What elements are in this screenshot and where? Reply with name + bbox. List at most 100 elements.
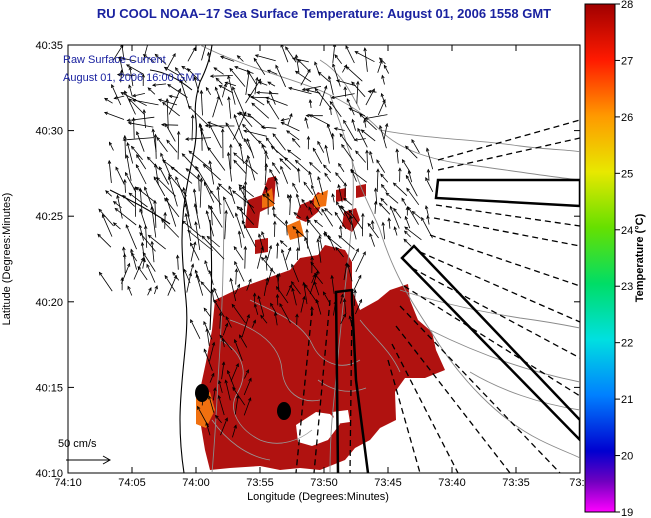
current-vector [292, 183, 299, 193]
current-vector-head [243, 180, 248, 185]
current-vector [309, 162, 321, 173]
current-vector [300, 296, 305, 313]
current-vector-head [184, 212, 188, 218]
current-vector-head [301, 87, 306, 92]
current-vector-head [335, 246, 340, 251]
current-vector-head [193, 203, 198, 208]
colorbar-tick-label: 24 [621, 225, 633, 237]
current-vector [393, 208, 402, 219]
radar-site-marker [277, 402, 291, 420]
current-vector-head [383, 64, 388, 69]
current-vector-head [334, 211, 339, 216]
current-vector-head [349, 215, 353, 220]
current-vector [319, 235, 323, 250]
current-vector [247, 155, 256, 181]
current-vector-head [279, 158, 284, 162]
current-vector-head [280, 45, 284, 48]
current-vector [303, 181, 314, 196]
current-vector [292, 57, 309, 63]
current-vector [147, 87, 156, 95]
current-vector-head [255, 76, 259, 81]
x-axis-label: Longitude (Degrees:Minutes) [247, 491, 389, 503]
current-vector-head [142, 108, 146, 114]
current-vector-head [264, 185, 269, 190]
current-vector [348, 209, 363, 230]
current-vector [331, 275, 335, 294]
current-vector-head [358, 274, 362, 279]
current-vector [317, 141, 325, 153]
current-vector [350, 169, 368, 183]
current-vector [251, 320, 256, 328]
current-vector-head [311, 184, 315, 189]
current-vector-head [197, 405, 201, 410]
current-vector [377, 60, 383, 73]
current-vector-head [248, 377, 252, 382]
current-vector-head [296, 246, 300, 251]
current-vector [118, 57, 136, 62]
current-vector-head [229, 143, 233, 148]
current-vector [239, 111, 253, 128]
current-vector-head [296, 167, 301, 172]
current-vector [209, 160, 215, 185]
current-vector-head [190, 242, 194, 247]
current-vector [142, 258, 145, 269]
current-vector [427, 215, 430, 225]
current-vector [277, 273, 280, 282]
current-vector-head [308, 170, 312, 175]
current-vector-head [229, 277, 233, 282]
current-vector [201, 45, 207, 61]
current-vector [228, 186, 236, 205]
current-vector-head [130, 248, 134, 253]
current-vector-head [120, 39, 123, 42]
current-vector-head [167, 175, 172, 180]
current-vector-head [339, 224, 343, 230]
current-vector-head [150, 205, 154, 211]
colorbar-tick-label: 20 [621, 451, 633, 463]
current-vector [302, 86, 322, 91]
current-vector-head [125, 64, 130, 68]
radar-site-marker [195, 384, 209, 402]
current-vector-head [335, 172, 339, 176]
current-vector [263, 278, 268, 296]
current-vector-head [175, 176, 179, 181]
current-vector-head [274, 176, 278, 181]
current-vector-head [140, 257, 144, 262]
current-vector-head [272, 213, 277, 218]
current-vector [359, 113, 377, 131]
current-vector [133, 117, 135, 139]
current-vector-head [177, 87, 182, 93]
current-vector-head [227, 74, 231, 80]
x-tick-label: 73:35 [502, 477, 530, 489]
current-vector-head [156, 176, 160, 181]
current-vector-head [128, 84, 132, 89]
current-vector [156, 177, 176, 197]
current-vector [295, 160, 310, 173]
current-vector-head [167, 83, 172, 88]
current-vector-head [270, 145, 275, 150]
current-vector [185, 137, 212, 140]
current-vector [208, 52, 211, 63]
current-vector-head [223, 196, 227, 201]
current-vector-head [233, 424, 237, 429]
current-vector-head [353, 289, 357, 294]
current-vector [273, 213, 286, 226]
current-vector-head [256, 90, 260, 95]
current-vector [394, 226, 398, 236]
current-vector-head [289, 113, 293, 118]
current-vector [167, 84, 188, 98]
current-vector [426, 148, 434, 170]
current-vector-head [190, 263, 195, 268]
current-vector [164, 212, 166, 229]
current-vector [297, 247, 299, 261]
current-vector-head [184, 203, 188, 208]
current-vector-head [305, 228, 309, 233]
current-vector [219, 85, 234, 94]
current-vector-head [101, 213, 106, 218]
current-vector [175, 67, 187, 83]
current-vector-head [113, 96, 118, 100]
current-vector [331, 93, 355, 99]
current-vector [332, 45, 336, 63]
current-vector-head [232, 86, 236, 91]
colorbar-tick-label: 22 [621, 338, 633, 350]
current-vector [383, 123, 388, 140]
